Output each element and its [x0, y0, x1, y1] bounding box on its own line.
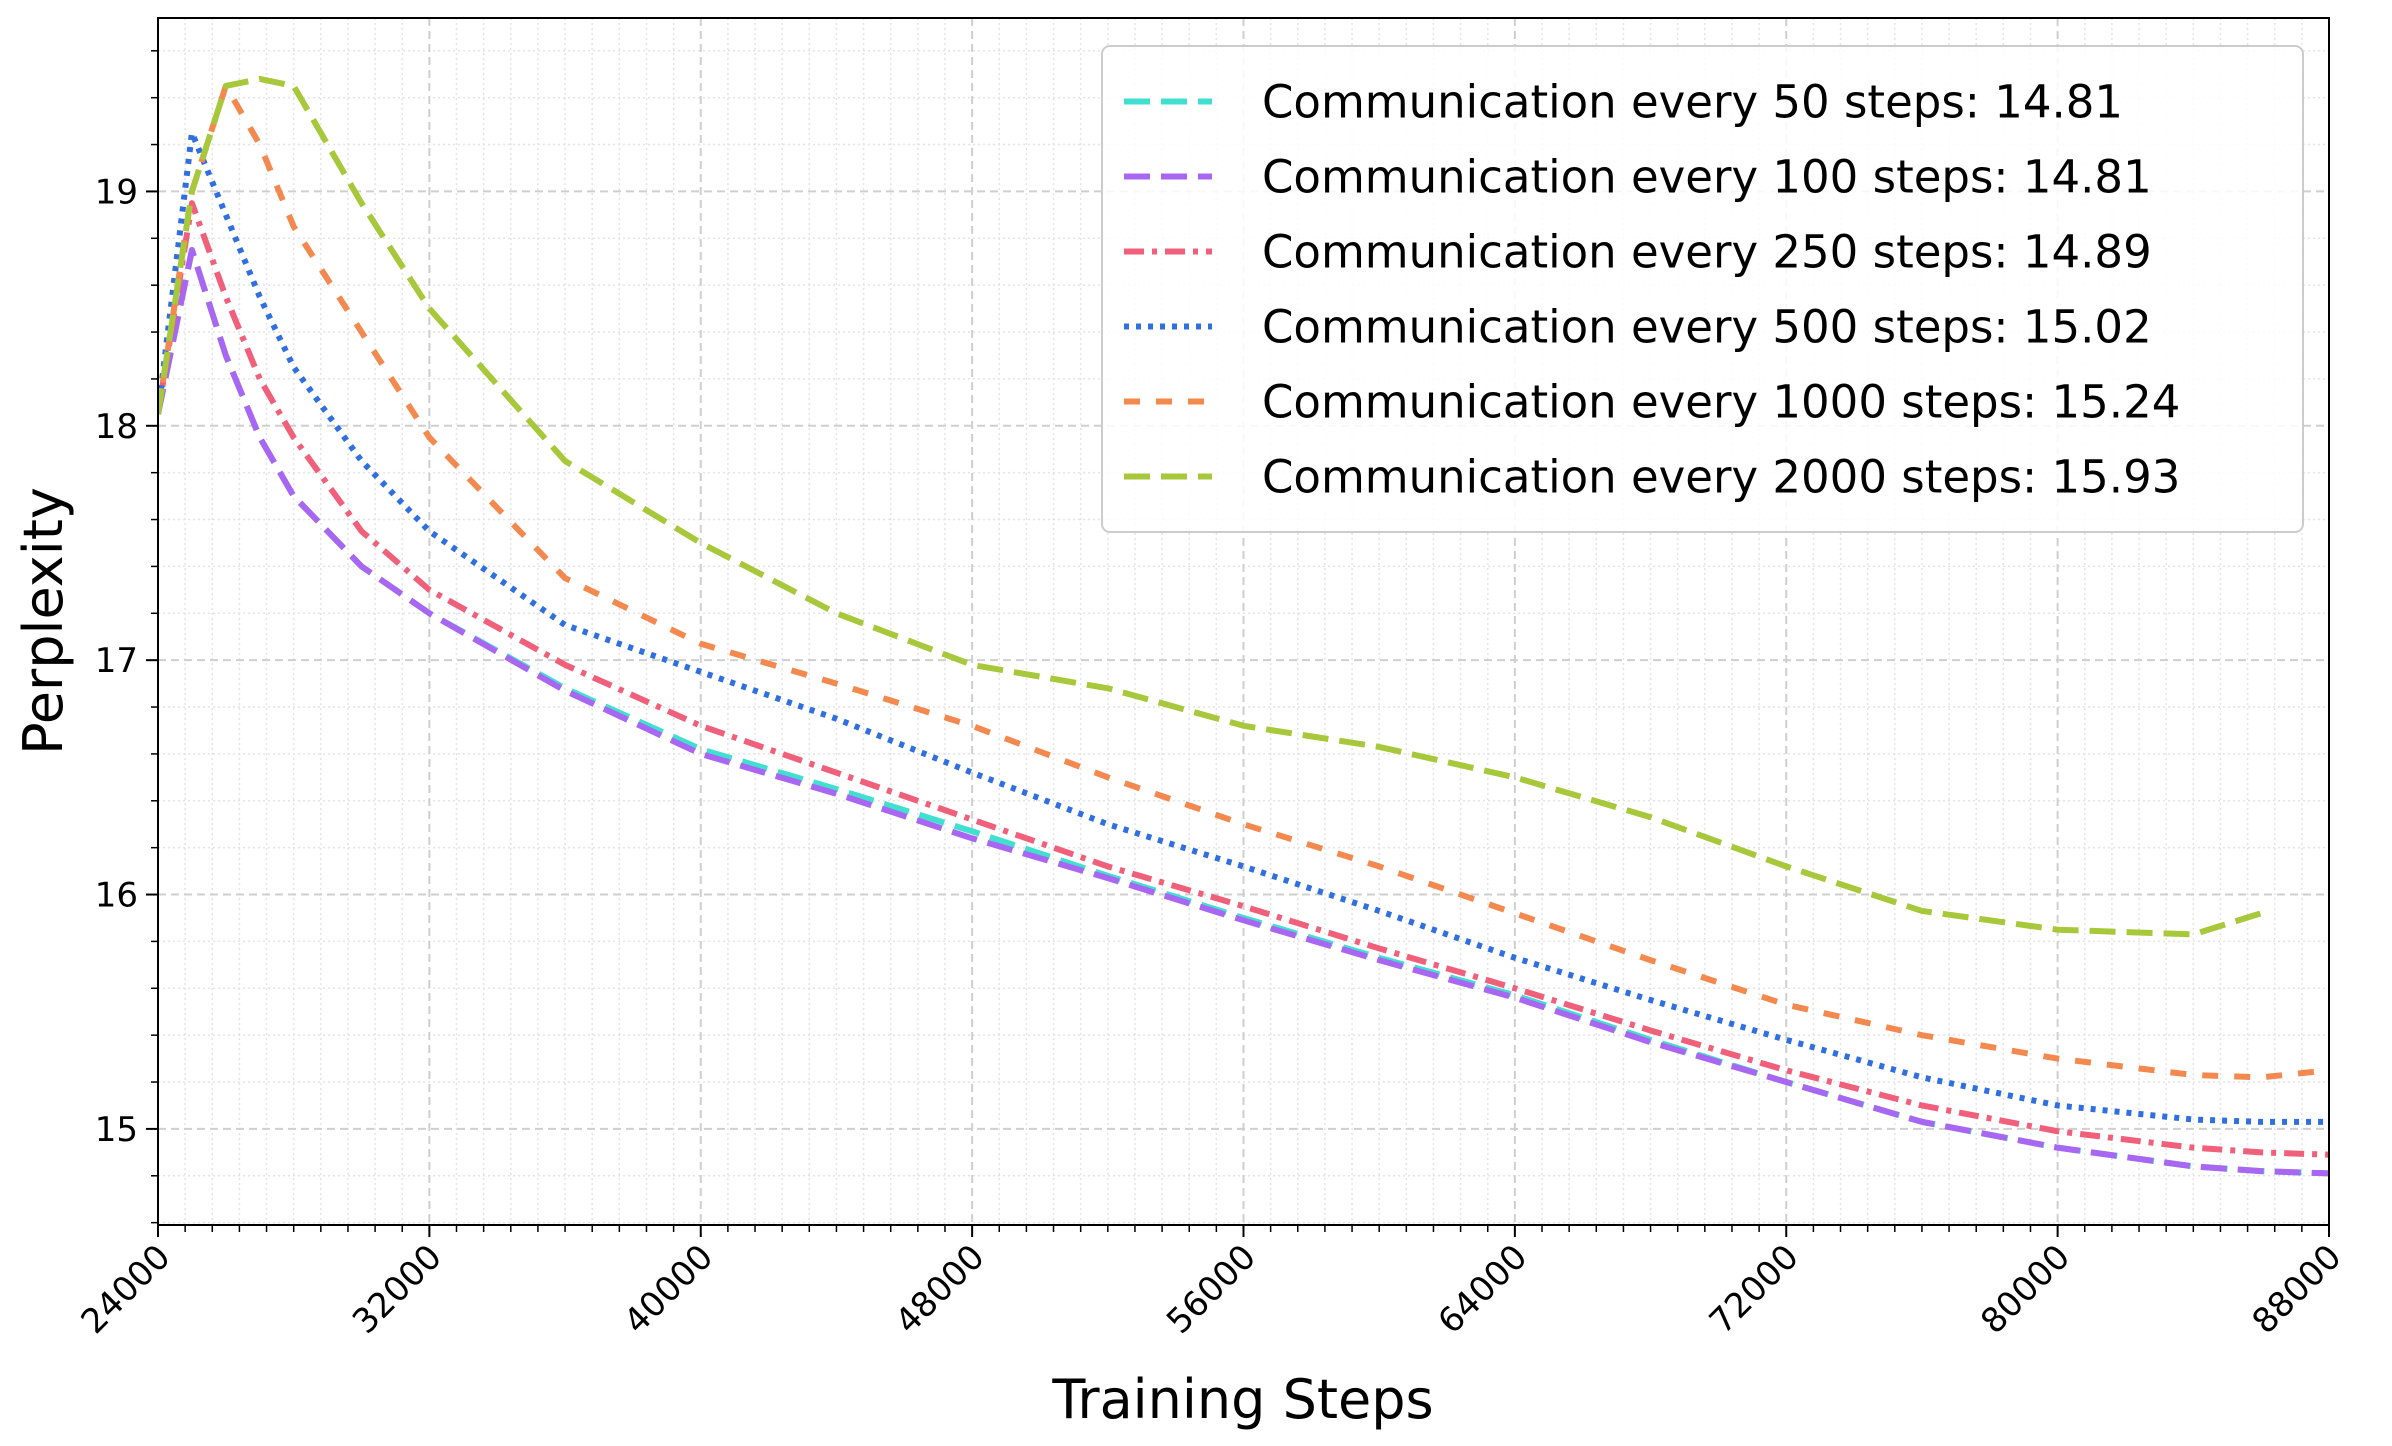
- y-tick-label: 17: [95, 641, 138, 681]
- x-tick-label: 48000: [888, 1237, 993, 1342]
- x-tick-label: 24000: [74, 1237, 179, 1342]
- series-line: [158, 200, 2329, 1158]
- y-tick-label: 16: [95, 876, 138, 916]
- legend-label: Communication every 250 steps: 14.89: [1262, 226, 2152, 279]
- y-tick-label: 18: [95, 407, 138, 447]
- legend: Communication every 50 steps: 14.81 Commu…: [1101, 45, 2304, 533]
- y-axis-label: Perplexity: [12, 487, 75, 755]
- series-line: [158, 82, 2329, 1081]
- x-tick-label: 80000: [1973, 1237, 2078, 1342]
- series-line: [158, 75, 2263, 938]
- y-tick-label: 19: [95, 172, 138, 212]
- legend-label: Communication every 100 steps: 14.81: [1262, 151, 2152, 204]
- x-tick-label: 72000: [1702, 1237, 1807, 1342]
- x-axis-label: Training Steps: [1051, 1368, 1433, 1431]
- x-tick-label: 32000: [345, 1237, 450, 1342]
- legend-box: [1101, 45, 2304, 533]
- legend-label: Communication every 500 steps: 15.02: [1262, 301, 2152, 354]
- series-line: [158, 247, 2329, 1177]
- x-tick-label: 40000: [616, 1237, 721, 1342]
- x-tick-label: 64000: [1430, 1237, 1535, 1342]
- x-tick-label: 56000: [1159, 1237, 1264, 1342]
- plot-frame: [157, 17, 2330, 1226]
- plot-area: [158, 75, 2329, 1177]
- legend-label: Communication every 1000 steps: 15.24: [1262, 376, 2180, 429]
- y-tick-label: 15: [95, 1110, 138, 1150]
- legend-label: Communication every 50 steps: 14.81: [1262, 76, 2123, 129]
- legend-label: Communication every 2000 steps: 15.93: [1262, 451, 2180, 504]
- x-tick-label: 88000: [2245, 1237, 2350, 1342]
